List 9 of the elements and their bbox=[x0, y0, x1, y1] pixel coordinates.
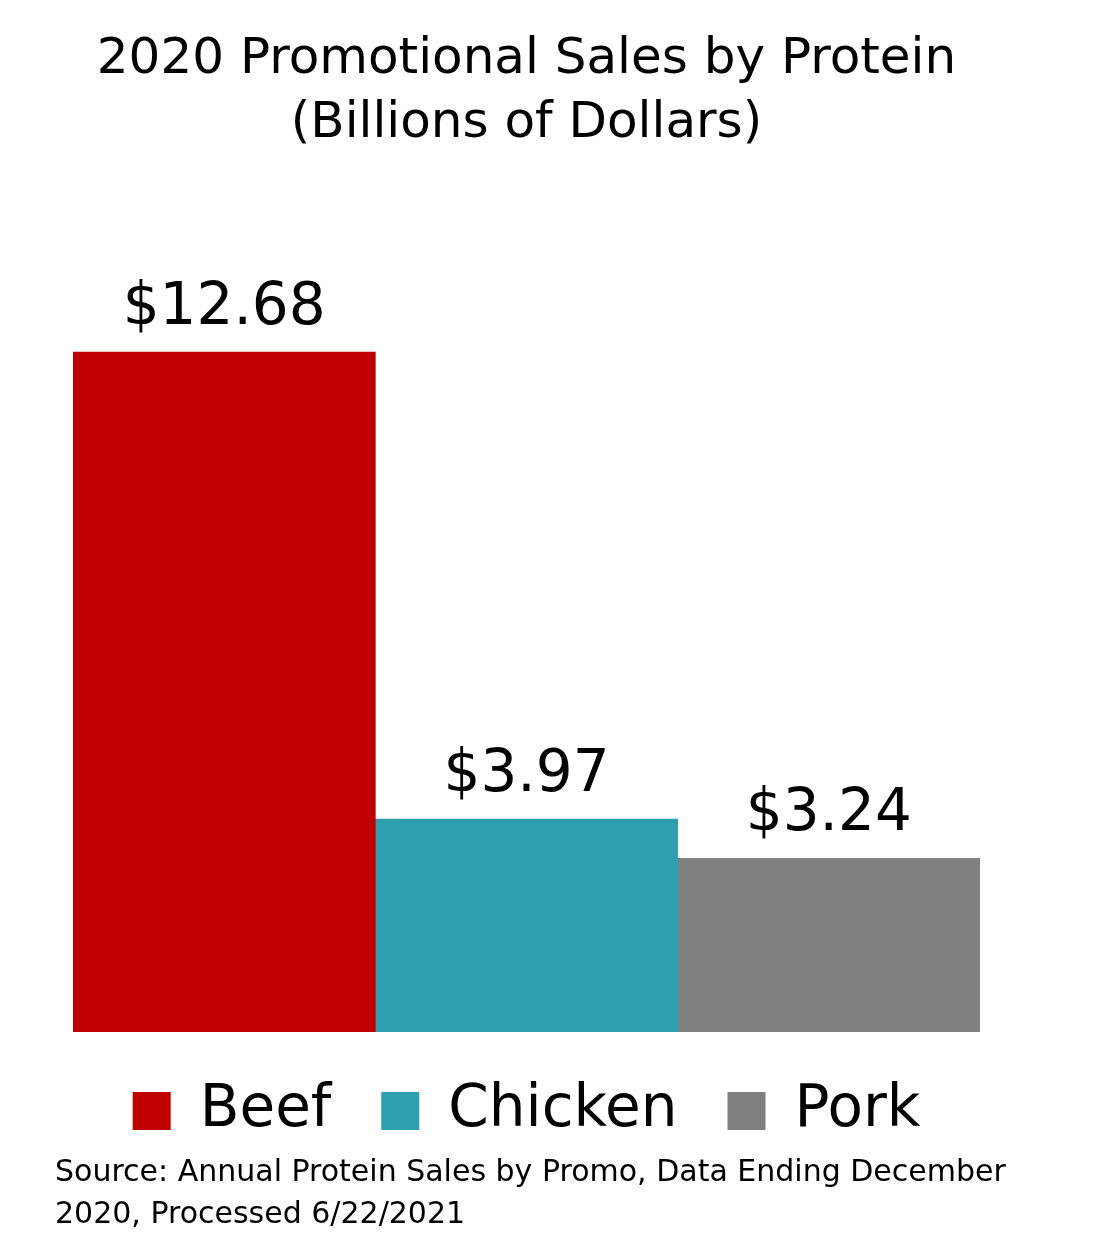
legend-label: Chicken bbox=[448, 1072, 678, 1141]
chart-title: 2020 Promotional Sales by Protein bbox=[96, 26, 957, 85]
legend-label: Beef bbox=[199, 1072, 333, 1141]
legend-label: Pork bbox=[794, 1072, 921, 1141]
data-label: $3.24 bbox=[745, 776, 912, 845]
data-label: $3.97 bbox=[443, 737, 610, 806]
data-label: $12.68 bbox=[122, 270, 326, 339]
source-note: Source: Annual Protein Sales by Promo, Data Ending December 2020, Processed 6/22/2021 bbox=[55, 1152, 1007, 1232]
chart-subtitle: (Billions of Dollars) bbox=[290, 90, 763, 149]
